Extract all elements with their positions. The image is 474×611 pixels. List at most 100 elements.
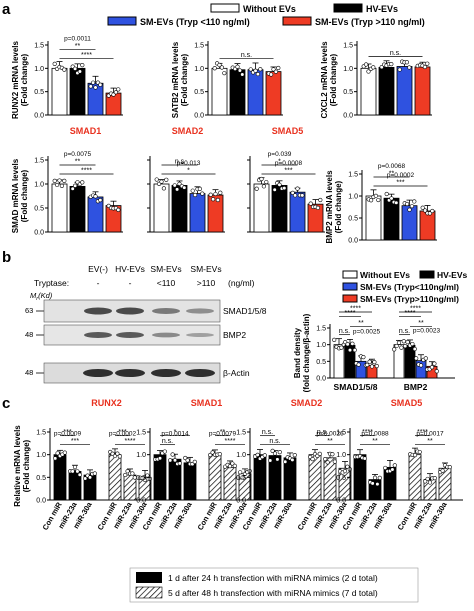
blot-band	[116, 332, 144, 338]
data-point	[172, 458, 178, 463]
data-point	[75, 469, 80, 474]
data-point	[427, 480, 433, 485]
chart-title: RUNX2	[91, 398, 122, 408]
bar	[189, 193, 206, 233]
data-point	[389, 61, 394, 67]
significance-label: ****	[417, 429, 428, 436]
bar	[308, 454, 322, 501]
data-point	[238, 470, 243, 475]
data-point	[392, 463, 397, 468]
y-tick-label: 1.5	[34, 43, 44, 50]
bar	[408, 454, 422, 501]
data-point	[370, 481, 375, 486]
y-tick-label: 1.5	[194, 43, 204, 50]
data-point	[300, 193, 305, 198]
y-tick-label: 1.0	[194, 66, 204, 73]
y-tick-label: 1.5	[343, 43, 353, 50]
data-point	[318, 197, 323, 203]
significance-label: n.s.	[162, 438, 173, 445]
data-point	[72, 465, 78, 470]
data-point	[172, 183, 177, 188]
blot-mw-2: 48	[25, 368, 33, 377]
significance-label: p=0.039	[268, 151, 292, 158]
data-point	[264, 179, 269, 185]
data-point	[232, 463, 237, 468]
y-tick-label: 0.0	[343, 113, 353, 120]
significance-label: ****	[81, 168, 92, 175]
data-point	[130, 471, 135, 476]
data-point	[272, 187, 277, 192]
data-point	[352, 347, 357, 353]
bar	[183, 462, 197, 501]
data-point	[116, 207, 121, 212]
data-point	[175, 187, 180, 192]
data-point	[283, 459, 288, 464]
data-point	[315, 205, 321, 210]
data-point	[53, 456, 58, 461]
y-axis-label-2: (Fold change)	[20, 53, 29, 106]
chart-title: SMAD2	[291, 398, 323, 408]
significance-label: n.s.	[339, 328, 350, 335]
data-point	[157, 456, 163, 461]
y-tick-label: 0.0	[194, 113, 204, 120]
data-point	[132, 475, 137, 480]
data-point	[423, 208, 428, 213]
significance-label: ****	[350, 306, 361, 313]
significance-label: **	[427, 438, 433, 445]
bar	[51, 183, 68, 233]
data-point	[350, 341, 355, 346]
chart-a-smad5: SMAD5 p=0.0008*** p=0.039*	[247, 126, 325, 233]
significance-label: p=0.0009	[54, 431, 82, 438]
bar	[69, 185, 86, 233]
significance-label: p=0.0079	[209, 431, 237, 438]
data-point	[200, 191, 205, 196]
chart-title: SMAD5	[272, 126, 304, 136]
significance-label: **	[372, 438, 378, 445]
blot-band	[186, 333, 214, 337]
data-point	[434, 369, 439, 374]
significance-label: p=0.0026	[316, 431, 344, 438]
y-tick-label: 0.0	[316, 376, 326, 383]
significance-label: p=0.0088	[361, 431, 389, 438]
bar	[323, 457, 337, 501]
x-tick-label: BMP2	[404, 382, 428, 392]
significance-label: n.s.	[262, 429, 273, 436]
blot-band	[84, 332, 112, 338]
chart-b-density: 0.0 0.5 1.0 1.5 Band density (fold change/β-a…	[293, 306, 455, 392]
y-tick-label: 1.0	[34, 182, 44, 189]
data-point	[123, 472, 128, 478]
data-point	[235, 64, 240, 69]
data-point	[59, 183, 65, 189]
significance-label: **	[358, 320, 364, 327]
data-point	[268, 458, 273, 463]
legend-b-label-1: HV-EVs	[437, 270, 468, 280]
chart-a-satb2: 0.0 0.5 1.0 1.5 SATB2 mRNA levels (Fold chang…	[171, 41, 283, 120]
data-point	[240, 475, 245, 480]
y-tick-label: 0.5	[336, 475, 346, 482]
y-tick-label: 0.5	[34, 89, 44, 96]
significance-label: p=0.0002	[387, 172, 415, 179]
data-point	[432, 361, 437, 366]
data-point	[54, 182, 60, 188]
data-point	[261, 184, 267, 189]
data-point	[87, 475, 93, 480]
y-tick-label: 1.0	[34, 66, 44, 73]
data-point	[177, 461, 182, 466]
data-point	[72, 66, 78, 71]
data-point	[218, 190, 223, 195]
data-point	[364, 62, 369, 67]
data-point	[290, 457, 295, 463]
data-point	[389, 196, 394, 201]
significance-label: ***	[284, 168, 292, 175]
significance-label: **	[75, 43, 81, 50]
significance-label: ***	[118, 429, 126, 436]
data-point	[397, 67, 402, 72]
blot-band	[185, 369, 215, 377]
y-axis-label-2: (Fold change)	[334, 180, 343, 233]
bar	[108, 454, 122, 501]
data-point	[259, 176, 264, 182]
